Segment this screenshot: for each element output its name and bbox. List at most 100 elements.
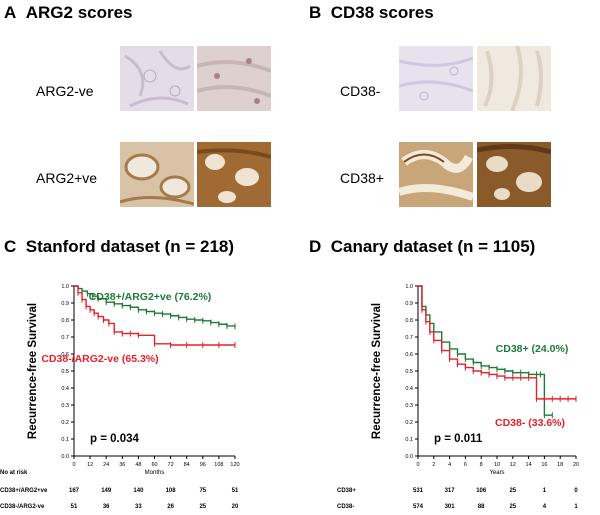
risk-value: 51: [232, 488, 239, 494]
p-value: p = 0.011: [434, 433, 483, 445]
x-tick-label: 2: [432, 462, 435, 468]
risk-value: 574: [413, 504, 424, 510]
arg2-negative-label: ARG2-ve: [36, 83, 94, 99]
x-tick-label: 60: [151, 462, 157, 468]
risk-value: 140: [133, 488, 144, 494]
y-tick-label: 1.0: [61, 284, 69, 290]
y-tick-label: 0.6: [405, 352, 413, 358]
panel-c-title: C Stanford dataset (n = 218): [4, 237, 235, 256]
cd38-positive-image-1: [399, 142, 473, 207]
p-value: p = 0.034: [90, 433, 140, 445]
y-tick-label: 0.1: [405, 437, 413, 443]
arg2-negative-image-1: [120, 46, 194, 111]
x-axis-label: Months: [145, 470, 165, 476]
arg2-negative-image-2: [197, 46, 271, 111]
y-tick-label: 0.3: [61, 403, 69, 409]
risk-value: 106: [476, 488, 487, 494]
risk-value: 26: [167, 504, 174, 510]
x-tick-label: 14: [526, 462, 532, 468]
x-tick-label: 12: [87, 462, 93, 468]
cd38-negative-label: CD38-: [340, 83, 381, 99]
y-tick-label: 0.8: [61, 318, 69, 324]
x-tick-label: 108: [214, 462, 223, 468]
stanford-km-chart: 0.0 0.1 0.2 0.3 0.4 0.5 0.6 0.7 0.8 0.9 1.0 0 12 24 36…: [0, 284, 240, 510]
arg2-positive-label: ARG2+ve: [36, 170, 98, 186]
risk-value: 149: [101, 488, 112, 494]
y-tick-label: 0.1: [61, 437, 69, 443]
risk-row-label: CD38+: [337, 488, 356, 494]
y-tick-label: 0.7: [61, 335, 69, 341]
y-tick-label: 0.0: [61, 454, 69, 460]
risk-value: 25: [509, 488, 516, 494]
y-tick-label: 0.9: [61, 301, 69, 307]
risk-value: 36: [103, 504, 110, 510]
x-tick-label: 84: [184, 462, 190, 468]
risk-value: 531: [413, 488, 424, 494]
cd38-negative-image-2: [477, 46, 551, 111]
x-tick-label: 4: [448, 462, 451, 468]
y-tick-label: 0.2: [61, 420, 69, 426]
cd38-negative-image-1: [399, 46, 473, 111]
x-axis-label: Years: [489, 470, 504, 476]
y-axis-label: Recurrence-free Survival: [371, 303, 383, 439]
panel-b-title: B CD38 scores: [309, 3, 434, 22]
y-tick-label: 0.0: [405, 454, 413, 460]
risk-value: 33: [135, 504, 142, 510]
risk-row-label: CD38-: [337, 504, 354, 510]
risk-value: 20: [232, 504, 239, 510]
y-tick-label: 0.8: [405, 318, 413, 324]
risk-value: 1: [574, 504, 578, 510]
x-tick-label: 36: [119, 462, 125, 468]
risk-value: 4: [543, 504, 547, 510]
risk-value: 25: [509, 504, 516, 510]
series-label-green: CD38+ (24.0%): [496, 343, 569, 355]
x-tick-label: 0: [416, 462, 419, 468]
x-tick-label: 72: [168, 462, 174, 468]
x-tick-label: 20: [573, 462, 579, 468]
x-tick-label: 16: [541, 462, 547, 468]
y-tick-label: 0.4: [405, 386, 413, 392]
y-tick-label: 0.3: [405, 403, 413, 409]
y-tick-label: 0.6: [61, 352, 69, 358]
y-tick-label: 0.4: [61, 386, 69, 392]
y-tick-label: 0.5: [61, 369, 69, 375]
x-tick-label: 8: [480, 462, 483, 468]
risk-value: 301: [445, 504, 456, 510]
risk-value: 88: [478, 504, 485, 510]
x-tick-label: 48: [135, 462, 141, 468]
arg2-positive-image-1: [120, 142, 194, 207]
series-label-red: CD38- (33.6%): [495, 417, 565, 429]
risk-value: 1: [543, 488, 547, 494]
x-tick-label: 12: [510, 462, 516, 468]
y-tick-label: 0.5: [405, 369, 413, 375]
y-tick-label: 0.7: [405, 335, 413, 341]
x-tick-label: 96: [200, 462, 206, 468]
risk-value: 75: [199, 488, 206, 494]
risk-value: 25: [199, 504, 206, 510]
cd38-positive-image-2: [477, 142, 551, 207]
panel-a-title: A ARG2 scores: [4, 3, 133, 22]
risk-row-label: CD38-/ARG2-ve: [0, 504, 45, 510]
y-tick-label: 0.2: [405, 420, 413, 426]
y-tick-label: 0.9: [405, 301, 413, 307]
risk-value: 167: [69, 488, 80, 494]
panel-d-title: D Canary dataset (n = 1105): [309, 237, 536, 256]
cd38-positive-label: CD38+: [340, 170, 384, 186]
risk-row-label: CD38+/ARG2+ve: [0, 488, 48, 494]
risk-value: 108: [166, 488, 177, 494]
risk-value: 0: [574, 488, 578, 494]
x-tick-label: 0: [72, 462, 75, 468]
x-tick-label: 120: [230, 462, 239, 468]
risk-value: 51: [71, 504, 78, 510]
series-label-green: CD38+/ARG2+ve (76.2%): [89, 291, 212, 303]
y-tick-label: 1.0: [405, 284, 413, 290]
risk-table-header: No at risk: [0, 470, 28, 476]
canary-km-chart: 0.00.10.20.30.40.50.60.70.80.91.00 2 4 6 8 10…: [337, 284, 579, 510]
x-tick-label: 10: [494, 462, 500, 468]
risk-value: 317: [445, 488, 456, 494]
arg2-positive-image-2: [197, 142, 271, 207]
y-axis-label: Recurrence-free Survival: [27, 303, 39, 439]
x-tick-label: 18: [557, 462, 563, 468]
series-label-red: CD38-/ARG2-ve (65.3%): [41, 353, 158, 365]
x-tick-label: 24: [103, 462, 109, 468]
